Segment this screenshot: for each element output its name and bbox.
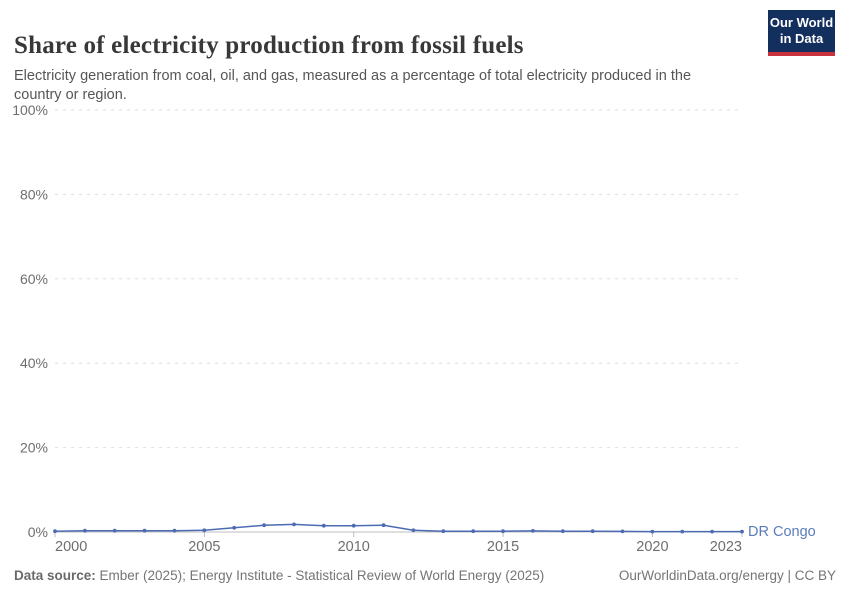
y-tick-label: 60% xyxy=(20,271,48,287)
owid-logo-line1: Our World xyxy=(769,15,834,30)
data-point[interactable] xyxy=(710,529,714,534)
data-source-text: Ember (2025); Energy Institute - Statist… xyxy=(95,568,545,583)
data-point[interactable] xyxy=(292,522,296,527)
chart-subtitle: Electricity generation from coal, oil, a… xyxy=(14,67,692,103)
data-point[interactable] xyxy=(112,528,117,533)
data-point[interactable] xyxy=(142,528,147,533)
y-tick-label: 100% xyxy=(12,102,48,118)
data-source-note: Data source: Ember (2025); Energy Instit… xyxy=(14,568,544,583)
footer-link[interactable]: OurWorldinData.org/energy | CC BY xyxy=(618,568,836,583)
data-point[interactable] xyxy=(650,529,655,534)
data-point[interactable] xyxy=(351,523,356,528)
data-point[interactable] xyxy=(501,529,505,534)
data-point[interactable] xyxy=(83,528,87,533)
x-tick-label: 2000 xyxy=(55,539,87,555)
data-point[interactable] xyxy=(680,529,685,534)
data-point[interactable] xyxy=(441,529,446,534)
data-point[interactable] xyxy=(53,529,57,534)
x-tick-label: 2015 xyxy=(487,539,519,555)
data-point[interactable] xyxy=(262,523,266,528)
data-point[interactable] xyxy=(381,523,386,528)
data-point[interactable] xyxy=(560,529,565,534)
data-point[interactable] xyxy=(590,529,595,534)
chart-footer: Data source: Ember (2025); Energy Instit… xyxy=(14,568,836,583)
owid-logo[interactable]: Our World in Data xyxy=(768,10,835,56)
data-point[interactable] xyxy=(202,528,207,533)
data-point[interactable] xyxy=(232,525,237,530)
y-tick-label: 80% xyxy=(20,186,48,202)
x-tick-label: 2020 xyxy=(636,539,668,555)
data-point[interactable] xyxy=(620,529,625,534)
y-tick-label: 20% xyxy=(20,440,48,456)
page-title: Share of electricity production from fos… xyxy=(14,31,524,59)
series-line[interactable] xyxy=(54,523,743,533)
data-point[interactable] xyxy=(321,523,326,528)
y-tick-label: 0% xyxy=(28,524,48,540)
x-tick-label: 2023 xyxy=(710,539,742,555)
x-tick-label: 2010 xyxy=(338,539,370,555)
x-tick-label: 2005 xyxy=(188,539,220,555)
data-point[interactable] xyxy=(740,529,744,534)
data-point[interactable] xyxy=(411,528,416,533)
data-point[interactable] xyxy=(172,528,177,533)
y-tick-label: 40% xyxy=(20,355,48,371)
data-point[interactable] xyxy=(531,529,535,533)
data-point[interactable] xyxy=(471,529,476,534)
series-label[interactable]: DR Congo xyxy=(748,524,816,540)
owid-logo-line2: in Data xyxy=(779,31,824,46)
data-source-label: Data source: xyxy=(14,568,96,583)
